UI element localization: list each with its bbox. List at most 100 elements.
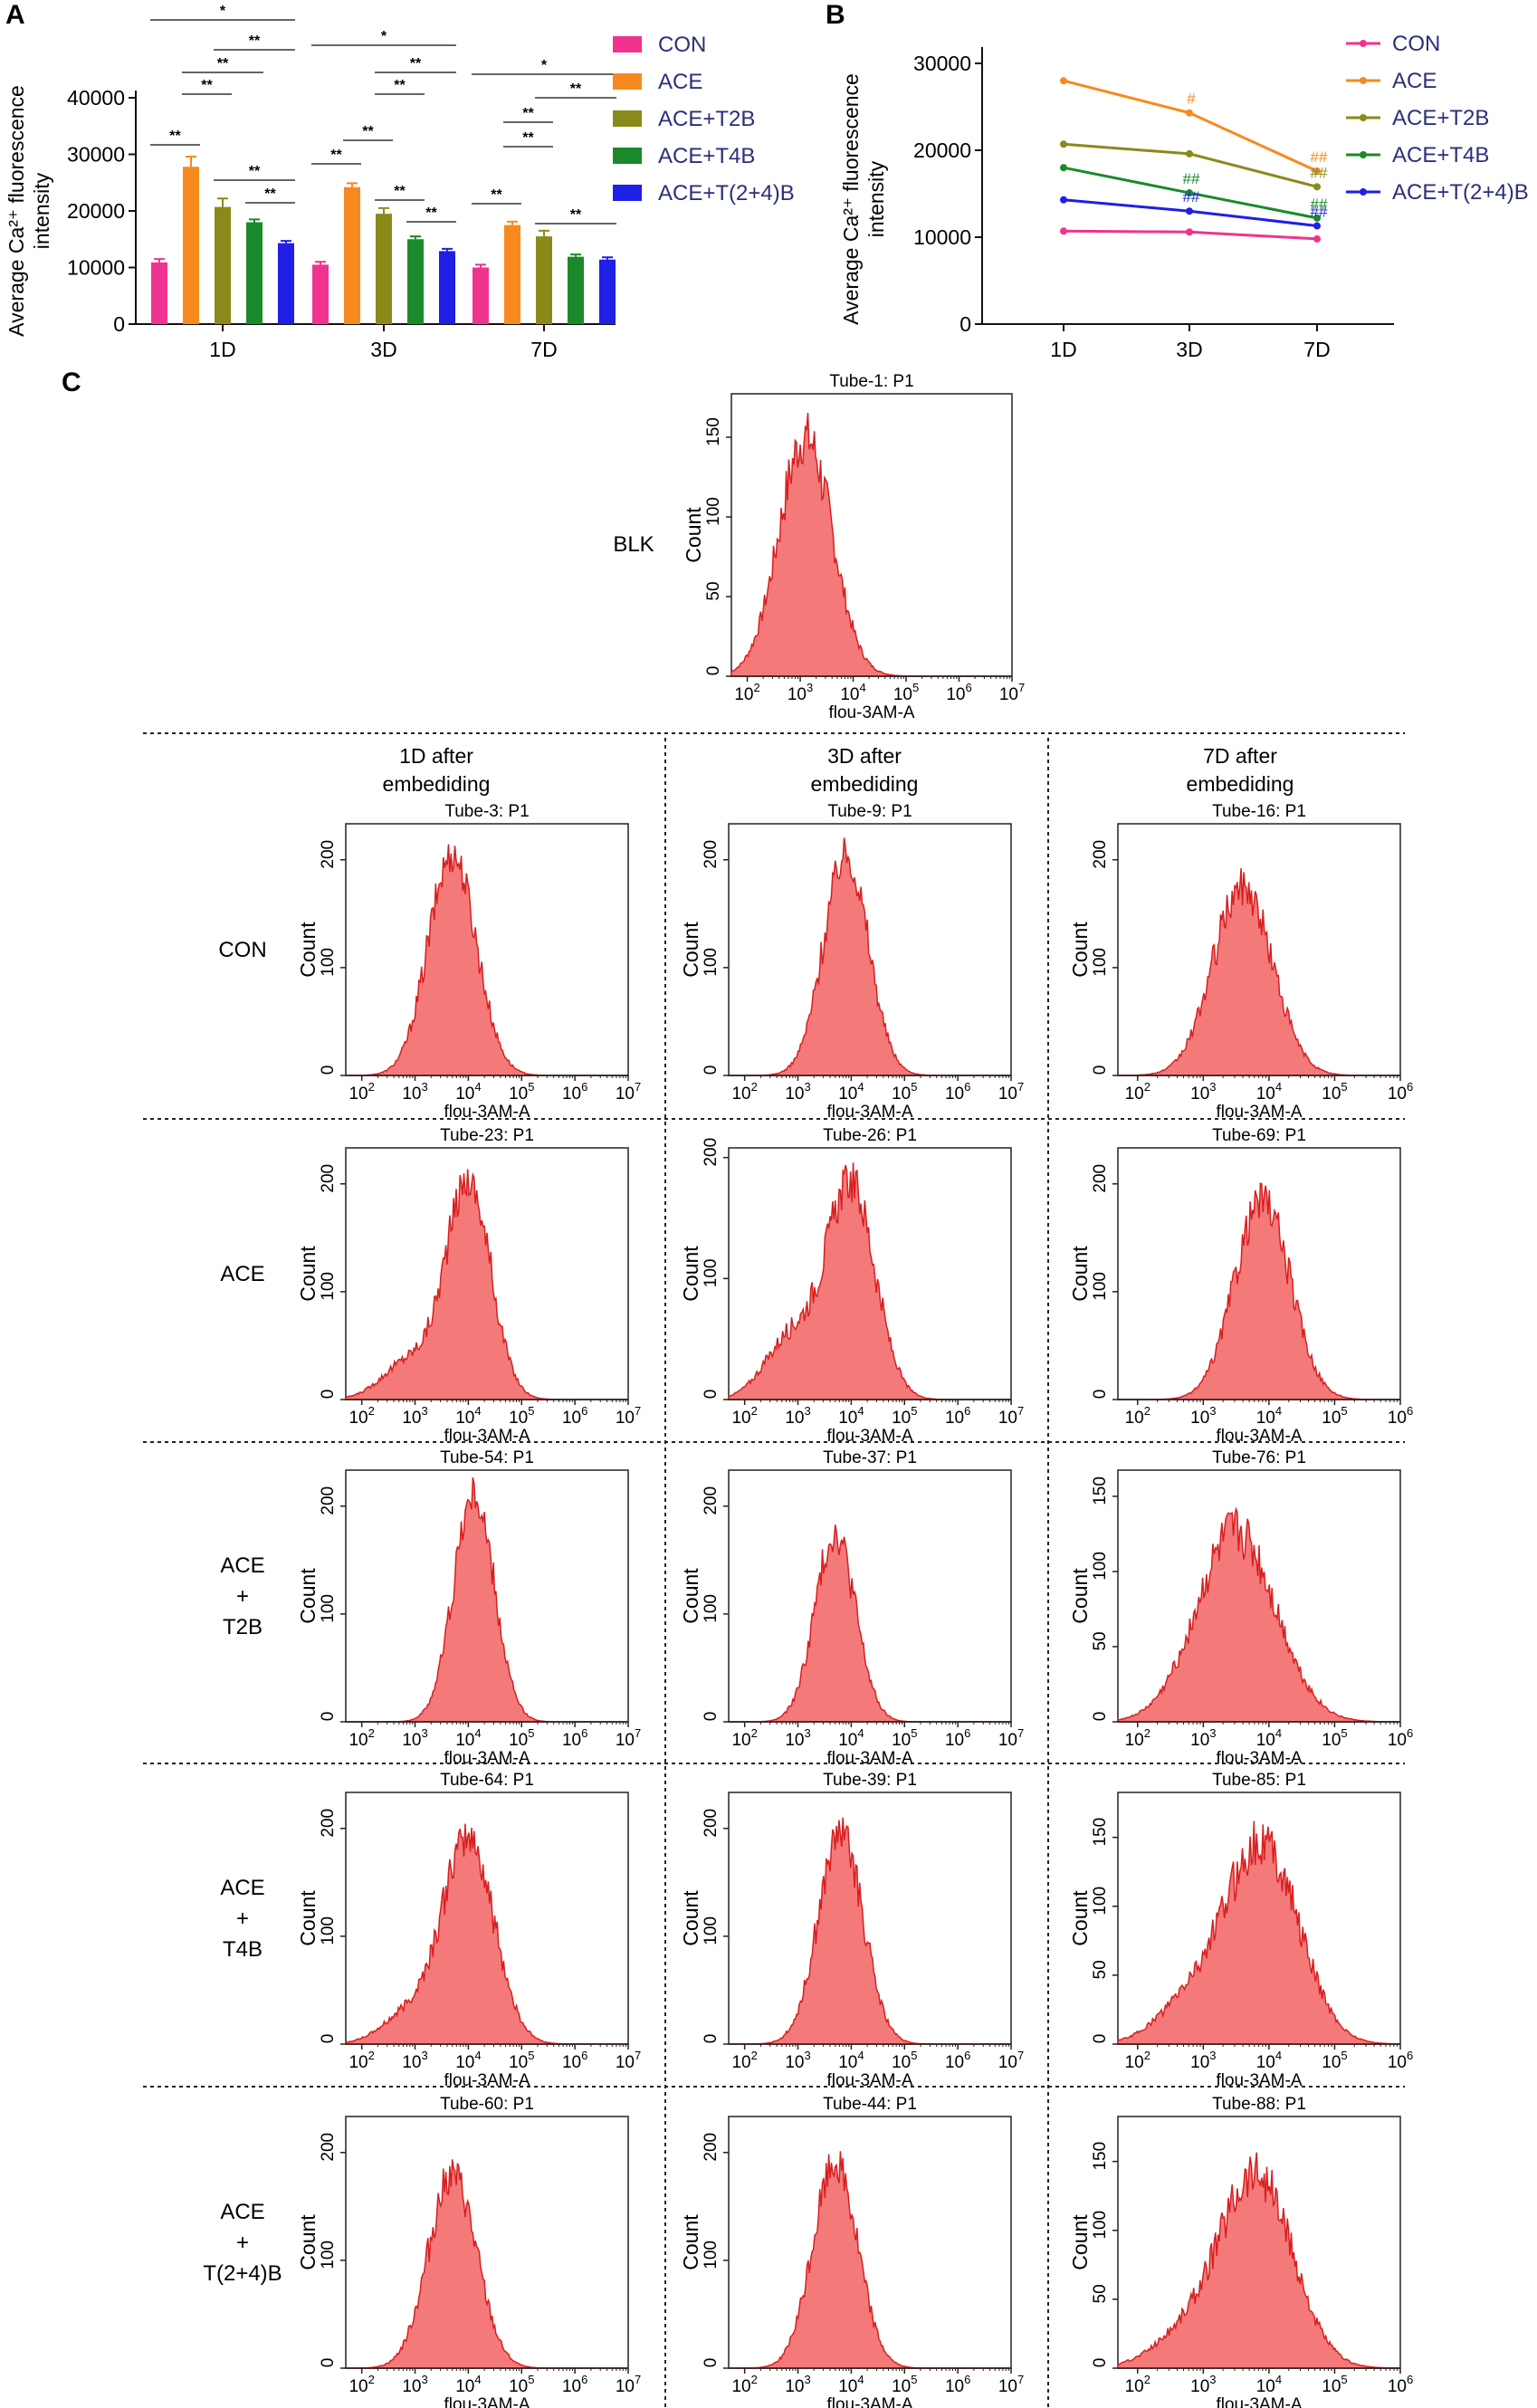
x-tick-label: 104 <box>1256 2373 1282 2396</box>
x-tick-label: 102 <box>731 2049 757 2072</box>
x-axis-label: flou-3AM-A <box>1216 2395 1302 2408</box>
x-tick-exponent: 5 <box>1341 2373 1347 2386</box>
y-tick-label: 20000 <box>67 199 125 223</box>
y-tick-label: 30000 <box>913 52 971 75</box>
legend-swatch-ACE+T(2+4)B <box>613 185 642 201</box>
x-tick-base: 10 <box>998 1731 1017 1750</box>
y-axis-label: Count <box>296 922 320 978</box>
x-tick-base: 10 <box>838 2053 857 2072</box>
x-tick-exponent: 2 <box>751 1404 758 1418</box>
x-tick-base: 10 <box>455 2053 474 2072</box>
y-axis-label: Count <box>682 507 705 563</box>
significance-label: ** <box>522 130 534 146</box>
y-tick-label: 0 <box>702 2358 721 2368</box>
point-ACE+T4B-1D <box>1060 164 1067 172</box>
x-tick-exponent: 6 <box>581 2049 587 2062</box>
y-axis-label: Count <box>296 1246 320 1302</box>
x-axis-label: flou-3AM-A <box>444 1749 530 1768</box>
significance-label: ** <box>330 148 342 163</box>
x-tick-exponent: 5 <box>528 1726 534 1740</box>
histogram-distribution <box>1117 2152 1401 2369</box>
x-tick-label: 105 <box>892 1080 917 1104</box>
legend-label-ACE+T4B: ACE+T4B <box>1392 143 1489 167</box>
x-tick-base: 10 <box>731 1085 750 1104</box>
y-axis-label-line: Average Ca²⁺ fluorescence <box>5 85 28 337</box>
x-tick-exponent: 3 <box>1209 2049 1216 2062</box>
x-tick-base: 10 <box>892 2053 911 2072</box>
row-label: ACE <box>220 1262 264 1286</box>
y-tick-label: 100 <box>702 1916 721 1945</box>
x-tick-base: 10 <box>455 1731 474 1750</box>
x-tick-base: 10 <box>562 2053 581 2072</box>
x-tick-base: 10 <box>731 2377 750 2396</box>
x-tick-label: 107 <box>998 1080 1024 1104</box>
histogram-distribution <box>345 1823 628 2045</box>
x-tick-exponent: 6 <box>1407 1404 1413 1418</box>
bar-ACE+T4B-7D <box>568 256 584 324</box>
y-axis-label: Count <box>1068 1246 1092 1302</box>
x-tick-label: 104 <box>455 2373 481 2396</box>
histogram-title: Tube-69: P1 <box>1212 1126 1306 1145</box>
x-tick-base: 10 <box>616 2053 635 2072</box>
y-tick-label: 0 <box>702 1390 721 1400</box>
x-tick-exponent: 4 <box>1275 2049 1282 2062</box>
histogram-distribution <box>728 1162 1011 1400</box>
x-tick-exponent: 3 <box>421 1080 427 1094</box>
significance-label: ** <box>394 78 406 93</box>
x-tick-base: 10 <box>1125 2377 1144 2396</box>
x-tick-base: 10 <box>348 1085 368 1104</box>
bar-ACE+T(2+4)B-1D <box>278 243 294 324</box>
bar-ACE+T2B-7D <box>536 236 552 324</box>
legend-swatch-ACE <box>613 73 642 90</box>
y-tick-label: 100 <box>319 2241 338 2269</box>
x-tick-exponent: 5 <box>911 2049 917 2062</box>
x-tick-exponent: 4 <box>1275 1404 1282 1418</box>
significance-label: ** <box>249 33 261 49</box>
point-ACE+T4B-7D <box>1313 214 1321 222</box>
x-tick-label: 106 <box>1388 1080 1413 1104</box>
x-tick-base: 10 <box>785 1731 804 1750</box>
point-ACE-1D <box>1060 77 1067 85</box>
x-tick-label: 102 <box>1125 2373 1150 2396</box>
x-tick-label: 107 <box>616 2049 641 2072</box>
x-tick-base: 10 <box>892 1409 911 1428</box>
significance-label: ** <box>201 78 213 93</box>
y-axis-label-line: Average Ca²⁺ fluorescence <box>839 73 863 325</box>
x-tick-base: 10 <box>1388 1409 1407 1428</box>
y-tick-label: 0 <box>1091 1712 1110 1722</box>
significance-label: ** <box>425 205 437 221</box>
x-tick-base: 10 <box>1388 1731 1407 1750</box>
x-tick-label: 104 <box>1256 1404 1282 1428</box>
x-axis-label: flou-3AM-A <box>444 1103 530 1122</box>
x-tick-label: 105 <box>892 2373 917 2396</box>
x-tick-exponent: 4 <box>474 2373 481 2386</box>
y-axis-label: Count <box>296 1890 320 1946</box>
histogram-distribution <box>730 412 1012 677</box>
y-axis-label-line: intensity <box>864 160 888 237</box>
y-tick-label: 200 <box>319 1486 338 1515</box>
x-tick-label: 106 <box>945 1404 970 1428</box>
y-tick-label: 0 <box>702 1065 721 1075</box>
y-axis-label: Count <box>679 1568 702 1624</box>
x-tick-label: 107 <box>998 2373 1024 2396</box>
x-tick-label: 107 <box>616 2373 641 2396</box>
histogram-title: Tube-9: P1 <box>827 802 912 821</box>
histogram-title: Tube-26: P1 <box>823 1126 917 1145</box>
x-tick-label: 107 <box>616 1726 641 1750</box>
x-tick-exponent: 4 <box>859 681 865 694</box>
point-ACE+T(2+4)B-7D <box>1313 222 1321 230</box>
x-axis-label: flou-3AM-A <box>826 1749 912 1768</box>
x-tick-base: 10 <box>509 1731 528 1750</box>
x-tick-exponent: 7 <box>1018 681 1025 694</box>
x-tick-label: 103 <box>785 1726 810 1750</box>
x-tick-base: 10 <box>1125 1731 1144 1750</box>
x-tick-label: 106 <box>562 2373 587 2396</box>
point-ACE-3D <box>1186 109 1193 117</box>
x-tick-base: 10 <box>998 1085 1017 1104</box>
y-tick-label: 0 <box>702 2034 721 2044</box>
x-tick-label: 102 <box>348 2049 374 2072</box>
x-tick-exponent: 4 <box>857 1404 864 1418</box>
